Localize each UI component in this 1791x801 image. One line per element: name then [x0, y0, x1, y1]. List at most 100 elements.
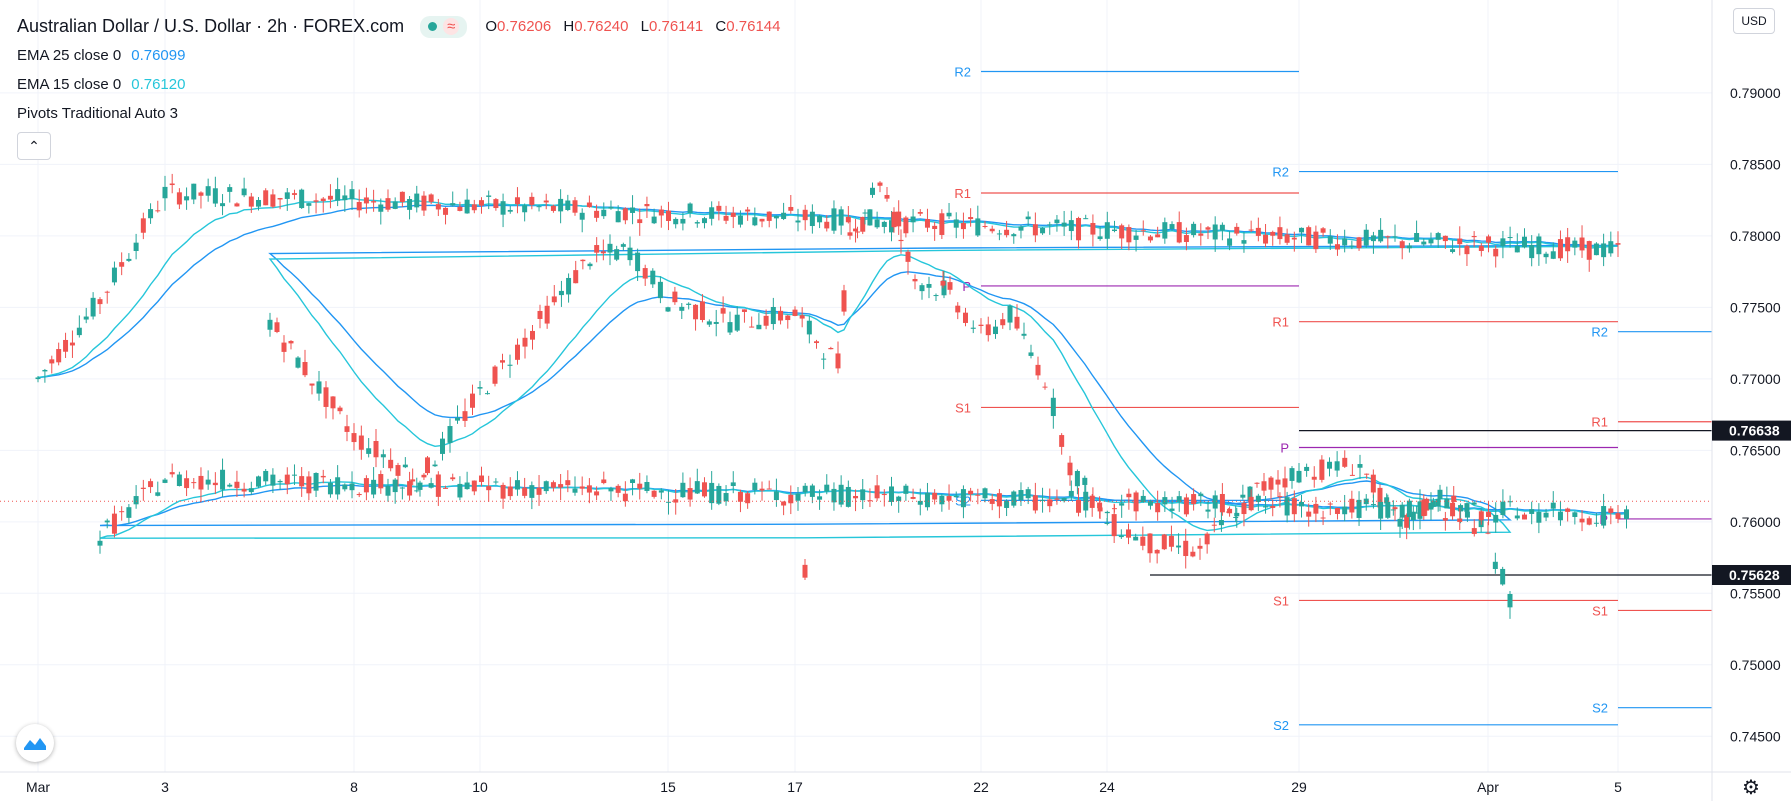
candle-body — [1521, 514, 1527, 520]
candle-body — [104, 520, 110, 523]
candle-body — [1424, 498, 1430, 511]
candle-body — [1435, 233, 1441, 240]
candle-body — [1284, 497, 1290, 516]
candle-body — [903, 485, 909, 494]
candle-body — [428, 483, 434, 488]
candle-body — [1377, 487, 1383, 508]
pivot-label-r2: R2 — [954, 64, 971, 79]
x-tick-label: 8 — [350, 779, 358, 795]
candle-body — [706, 321, 712, 325]
indicator-label: EMA 25 close 0 — [17, 47, 122, 64]
open-value: 0.76206 — [497, 18, 552, 35]
candle-body — [1083, 491, 1089, 511]
candle-body — [470, 393, 475, 408]
candle-body — [673, 499, 679, 503]
candle-body — [701, 482, 707, 497]
candle-body — [1097, 507, 1103, 512]
candle-body — [414, 490, 420, 492]
candle-body — [1191, 223, 1197, 236]
collapse-legend-button[interactable]: ⌃ — [17, 132, 51, 160]
candle-body — [435, 474, 441, 497]
candle-body — [1397, 518, 1403, 527]
pivot-label-s1: S1 — [955, 400, 971, 415]
candle-body — [1500, 568, 1506, 585]
candle-body — [1378, 501, 1384, 519]
candle-body — [1327, 503, 1333, 505]
candle-body — [515, 344, 520, 360]
candle-body — [1370, 235, 1376, 242]
candle-body — [551, 296, 557, 303]
candle-body — [176, 192, 182, 205]
candle-body — [910, 496, 916, 499]
candle-body — [1219, 493, 1225, 513]
candle-body — [821, 358, 827, 360]
candle-body — [417, 482, 423, 490]
candle-body — [1414, 232, 1420, 242]
candle-body — [1342, 506, 1348, 515]
pivot-label-r1: R1 — [954, 186, 971, 201]
candle-body — [853, 495, 859, 499]
candle-body — [982, 225, 988, 227]
candle-body — [327, 195, 333, 200]
candle-body — [867, 500, 873, 502]
candle-body — [870, 187, 875, 195]
candle-body — [1040, 227, 1046, 234]
candle-body — [443, 207, 449, 215]
candle-body — [270, 474, 276, 486]
indicator-pivots[interactable]: Pivots Traditional Auto 3 — [17, 99, 789, 128]
candle-body — [536, 206, 542, 208]
currency-button[interactable]: USD — [1733, 8, 1775, 34]
candle-body — [996, 493, 1002, 507]
high-label: H — [563, 18, 575, 35]
symbol-title[interactable]: Australian Dollar / U.S. Dollar · 2h · F… — [17, 16, 405, 36]
candle-body — [1421, 499, 1427, 517]
candle-body — [281, 342, 287, 352]
indicator-ema15[interactable]: EMA 15 close 0 0.76120 — [17, 70, 789, 99]
candle-body — [730, 482, 736, 487]
candle-body — [388, 459, 394, 469]
gear-icon[interactable]: ⚙ — [1742, 777, 1760, 799]
candle-body — [1176, 222, 1182, 243]
candle-body — [486, 486, 492, 491]
candle-body — [845, 216, 851, 223]
candle-body — [1061, 497, 1067, 502]
indicator-ema25[interactable]: EMA 25 close 0 0.76099 — [17, 41, 789, 70]
candle-body — [63, 339, 69, 352]
candle-body — [49, 359, 55, 364]
candle-body — [924, 219, 930, 228]
tradingview-logo-icon[interactable] — [16, 724, 54, 762]
candle-body — [809, 211, 815, 227]
candle-body — [342, 484, 348, 490]
candle-body — [220, 469, 226, 490]
candle-body — [1018, 490, 1024, 501]
candle-body — [953, 495, 959, 498]
candle-body — [514, 480, 520, 490]
candle-body — [781, 501, 787, 506]
candle-body — [651, 490, 657, 497]
candle-body — [1572, 240, 1578, 248]
candle-body — [1277, 227, 1283, 240]
candle-body — [759, 218, 765, 222]
candle-body — [1299, 227, 1305, 233]
candle-body — [1111, 229, 1117, 232]
candle-body — [666, 210, 672, 221]
candle-body — [529, 196, 535, 205]
market-status-badge[interactable]: ≈ — [420, 15, 468, 38]
candle-body — [97, 540, 103, 546]
candle-body — [140, 218, 146, 233]
candle-body — [579, 486, 585, 489]
candle-body — [184, 196, 190, 201]
candle-body — [630, 207, 636, 213]
candle-body — [1349, 498, 1355, 513]
candle-body — [955, 305, 961, 313]
candle-body — [380, 454, 386, 458]
candle-body — [963, 312, 968, 323]
candle-body — [1444, 498, 1450, 509]
candle-body — [392, 201, 398, 209]
candle-body — [97, 299, 103, 305]
candle-body — [1557, 239, 1563, 259]
price-label-text: 0.76638 — [1729, 423, 1780, 439]
candle-body — [349, 483, 355, 491]
candle-body — [896, 496, 902, 501]
